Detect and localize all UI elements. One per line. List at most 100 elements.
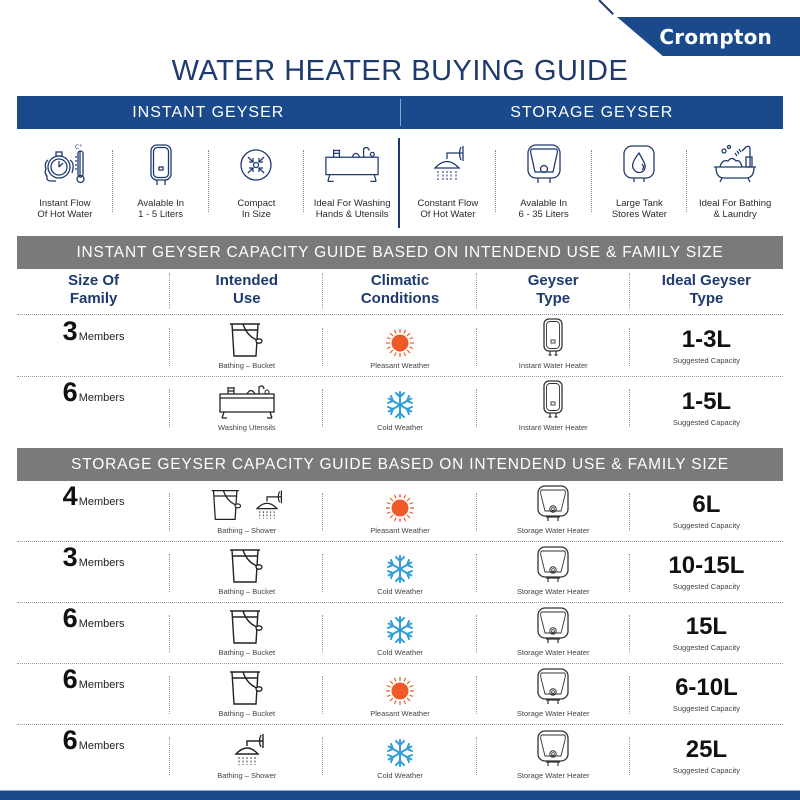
geyser-type-cell: Storage Water Heater	[477, 481, 631, 541]
shower-icon	[249, 487, 285, 523]
feature-label-line1: Ideal For Washing	[313, 198, 391, 209]
compact-arrows-icon	[240, 149, 273, 181]
instant-guide-table: 3 Members Bathing – Bucket Pleasant Weath…	[17, 316, 783, 438]
storage-heater-icon	[536, 730, 570, 768]
table-row: 6 Members Bathing – Shower Cold Weather S…	[17, 725, 783, 786]
family-size-cell: 3 Members	[17, 542, 171, 602]
table-row: 4 Members Bathing – Shower Pleasant Weath…	[17, 481, 783, 542]
snowflake-icon	[385, 615, 415, 645]
instant-heater-icon	[541, 380, 565, 420]
col-header-climatic-conditions: Climatic Conditions	[323, 269, 477, 314]
feature-label-line2: In Size	[241, 209, 271, 220]
snowflake-icon	[385, 738, 415, 768]
storage-heater-icon	[536, 546, 570, 584]
storage-guide-heading: STORAGE GEYSER CAPACITY GUIDE BASED ON I…	[17, 448, 783, 481]
bucket-icon	[227, 322, 267, 358]
capacity-cell: 15L Suggested Capacity	[672, 613, 740, 653]
climate-cell: Pleasant Weather	[323, 664, 477, 724]
col-header-intended-use: Intended Use	[170, 269, 324, 314]
capacity-cell: 1-3L Suggested Capacity	[672, 326, 740, 366]
guide-column-headers: Size Of Family Intended Use Climatic Condit…	[17, 269, 783, 315]
col-header-geyser-type: Geyser Type	[477, 269, 631, 314]
intended-use-cell: Bathing – Bucket	[170, 664, 324, 724]
bathtub-icon	[714, 144, 757, 183]
geyser-type-cell: Instant Water Heater	[477, 316, 631, 376]
intended-use-cell: Washing Utensils	[170, 377, 324, 438]
geyser-type-cell: Storage Water Heater	[477, 664, 631, 724]
table-row: 3 Members Bathing – Bucket Cold Weather S…	[17, 542, 783, 603]
footer-bar	[0, 790, 800, 800]
storage-heater-icon	[536, 485, 570, 523]
family-size-cell: 3 Members	[17, 316, 171, 376]
shower-icon	[433, 146, 464, 181]
brand-accent-line	[598, 0, 614, 15]
capacity-cell: 6-10L Suggested Capacity	[672, 674, 740, 714]
feature-label-line1: Avalable In	[520, 198, 568, 209]
feature-label-line2: & Laundry	[713, 209, 757, 220]
bucket-icon	[227, 670, 267, 706]
storage-heater-icon	[526, 144, 561, 183]
page-title: WATER HEATER BUYING GUIDE	[171, 55, 629, 87]
feature-compact-size: Compact In Size	[209, 138, 305, 230]
intended-use-cell: Bathing – Bucket	[170, 603, 324, 663]
capacity-cell: 25L Suggested Capacity	[672, 735, 740, 775]
stopwatch-thermometer-icon: C°	[44, 144, 85, 184]
feature-label-line1: Ideal For Bathing	[698, 198, 772, 209]
climate-cell: Cold Weather	[323, 542, 477, 602]
capacity-cell: 10-15L Suggested Capacity	[668, 552, 745, 592]
intended-use-cell: Bathing – Shower	[170, 725, 324, 786]
feature-storage-capacity: Avalable In 6 - 35 Liters	[496, 138, 592, 230]
feature-label-line2: Hands & Utensils	[315, 209, 389, 220]
brand-header: Crompton	[580, 0, 800, 60]
table-row: 3 Members Bathing – Bucket Pleasant Weath…	[17, 316, 783, 377]
feature-label-line2: 6 - 35 Liters	[518, 209, 569, 220]
feature-instant-flow: C° Instant Flow Of Hot Water	[17, 138, 113, 230]
svg-text:C°: C°	[75, 144, 82, 151]
table-row: 6 Members Bathing – Bucket Cold Weather S…	[17, 603, 783, 664]
climate-cell: Pleasant Weather	[323, 316, 477, 376]
feature-label-line1: Instant Flow	[39, 198, 91, 209]
kitchen-sink-icon	[217, 384, 277, 420]
family-size-cell: 6 Members	[17, 377, 171, 438]
snowflake-icon	[385, 554, 415, 584]
sun-icon	[385, 676, 415, 706]
feature-label-line2: Of Hot Water	[37, 209, 93, 220]
kitchen-sink-icon	[325, 146, 379, 183]
feature-label-line1: Large Tank	[615, 198, 663, 209]
feature-bathing: Ideal For Bathing & Laundry	[687, 138, 783, 230]
feature-label-line2: 1 - 5 Liters	[138, 209, 184, 220]
feature-label-line2: Of Hot Water	[420, 209, 476, 220]
climate-cell: Cold Weather	[323, 377, 477, 438]
geyser-type-cell: Storage Water Heater	[477, 603, 631, 663]
bucket-icon	[227, 548, 267, 584]
storage-heater-icon	[536, 668, 570, 706]
family-size-cell: 6 Members	[17, 603, 171, 663]
climate-cell: Cold Weather	[323, 725, 477, 786]
bucket-icon	[227, 609, 267, 645]
table-row: 6 Members Washing Utensils Cold Weather I…	[17, 377, 783, 438]
brand-name: Crompton	[659, 24, 772, 49]
sun-icon	[385, 328, 415, 358]
feature-constant-flow: Constant Flow Of Hot Water	[400, 138, 496, 230]
feature-label-line1: Compact	[237, 198, 276, 209]
instant-heater-icon	[149, 144, 172, 185]
climate-cell: Cold Weather	[323, 603, 477, 663]
intended-use-cell: Bathing – Shower	[170, 481, 324, 541]
col-header-family-size: Size Of Family	[17, 269, 171, 314]
feature-label-line2: Stores Water	[611, 209, 667, 220]
feature-label-line1: Avalable In	[137, 198, 185, 209]
shower-icon	[227, 732, 267, 768]
instant-guide-heading: INSTANT GEYSER CAPACITY GUIDE BASED ON I…	[17, 236, 783, 269]
climate-cell: Pleasant Weather	[323, 481, 477, 541]
storage-heater-icon	[536, 607, 570, 645]
water-drop-tank-icon	[623, 145, 656, 182]
intended-use-cell: Bathing – Bucket	[170, 316, 324, 376]
instant-heater-icon	[541, 318, 565, 358]
family-size-cell: 4 Members	[17, 481, 171, 541]
family-size-cell: 6 Members	[17, 664, 171, 724]
header-divider	[399, 99, 401, 126]
snowflake-icon	[385, 390, 415, 420]
sun-icon	[385, 493, 415, 523]
feature-instant-capacity: Avalable In 1 - 5 Liters	[113, 138, 209, 230]
feature-large-tank: Large Tank Stores Water	[592, 138, 688, 230]
